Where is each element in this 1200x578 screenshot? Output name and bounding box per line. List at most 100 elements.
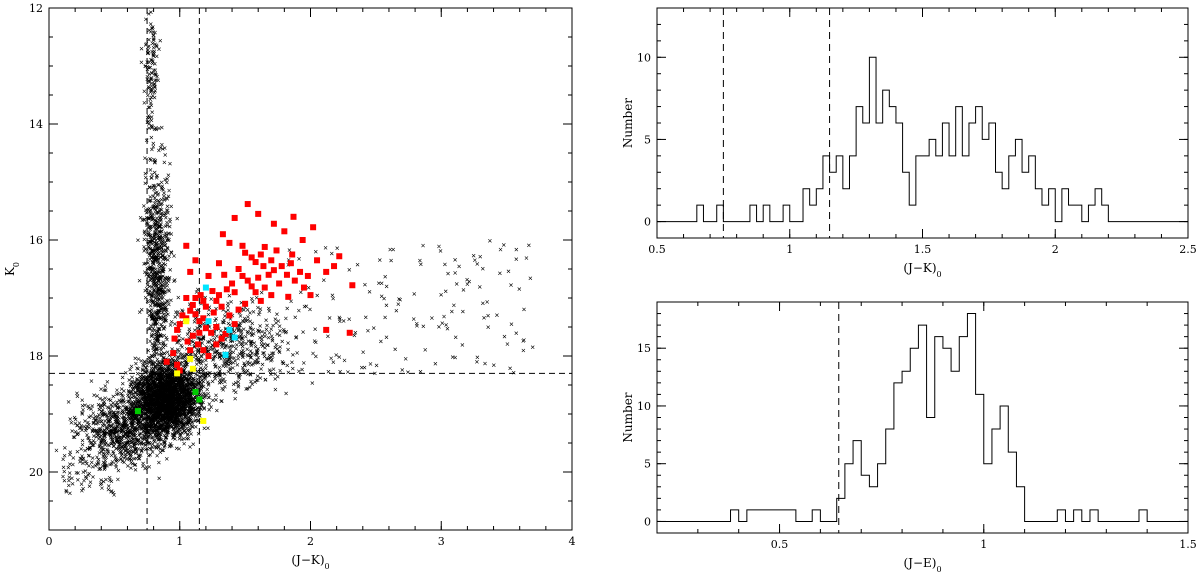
field-star xyxy=(273,377,278,381)
field-star xyxy=(264,318,268,323)
field-star xyxy=(263,331,267,335)
field-star xyxy=(79,482,84,486)
field-star xyxy=(330,293,335,298)
field-star xyxy=(180,308,184,313)
field-star xyxy=(223,384,227,389)
field-star xyxy=(148,101,153,105)
field-star xyxy=(54,448,59,453)
field-star xyxy=(139,60,144,65)
field-star xyxy=(176,310,180,314)
field-star xyxy=(383,315,387,320)
data-point xyxy=(268,257,275,264)
field-star xyxy=(61,465,66,470)
field-star xyxy=(76,431,81,435)
field-star xyxy=(165,428,170,433)
data-point xyxy=(349,282,356,289)
field-star xyxy=(514,247,519,252)
field-star xyxy=(308,307,312,312)
field-star xyxy=(297,369,301,374)
field-star xyxy=(142,237,147,242)
field-star xyxy=(522,307,526,312)
field-star xyxy=(445,326,450,331)
field-star xyxy=(363,315,368,320)
field-star xyxy=(61,474,65,479)
data-point xyxy=(290,213,297,220)
field-star xyxy=(81,486,85,491)
field-star xyxy=(136,238,140,243)
field-star xyxy=(62,478,67,483)
field-star xyxy=(206,395,211,400)
field-star xyxy=(115,388,119,392)
field-star xyxy=(461,309,465,314)
field-star xyxy=(342,358,347,363)
field-star xyxy=(368,362,373,366)
field-star xyxy=(396,302,401,306)
field-star xyxy=(126,399,130,404)
field-star xyxy=(278,368,282,373)
field-star xyxy=(112,493,116,497)
field-star xyxy=(148,195,153,199)
field-star xyxy=(374,363,379,368)
field-star xyxy=(273,345,278,350)
field-star xyxy=(185,422,190,426)
field-star xyxy=(384,284,389,289)
field-star xyxy=(223,314,227,318)
field-star xyxy=(359,365,364,370)
field-star xyxy=(147,37,151,42)
field-star xyxy=(253,344,258,349)
field-star xyxy=(444,323,448,327)
field-star xyxy=(155,453,159,458)
field-star xyxy=(204,358,208,363)
field-star xyxy=(68,462,72,466)
field-star xyxy=(245,347,250,352)
field-star xyxy=(148,382,153,387)
field-star xyxy=(154,54,159,59)
field-star xyxy=(70,429,75,433)
field-star xyxy=(182,441,186,446)
field-star xyxy=(419,262,423,267)
field-star xyxy=(453,258,457,262)
field-star xyxy=(509,283,513,287)
field-star xyxy=(138,215,143,220)
field-star xyxy=(157,476,161,481)
field-star xyxy=(108,478,112,483)
field-star xyxy=(379,339,383,344)
field-star xyxy=(157,47,161,52)
field-star xyxy=(245,329,250,334)
field-star xyxy=(147,60,151,65)
field-star xyxy=(465,282,470,286)
field-star xyxy=(287,248,292,252)
field-star xyxy=(75,449,80,454)
field-star xyxy=(150,172,154,177)
field-star xyxy=(162,191,166,195)
field-star xyxy=(79,447,83,451)
field-star xyxy=(152,170,157,175)
data-point xyxy=(278,263,285,270)
field-star xyxy=(170,356,175,361)
field-star xyxy=(135,371,140,376)
field-star xyxy=(384,335,389,340)
field-star xyxy=(334,353,339,357)
field-star xyxy=(63,445,67,450)
field-star xyxy=(267,330,272,335)
field-star xyxy=(151,59,155,64)
field-star xyxy=(142,248,147,253)
field-star xyxy=(383,274,388,279)
field-star xyxy=(168,442,173,446)
field-star xyxy=(393,347,397,352)
field-star xyxy=(83,403,87,408)
field-star xyxy=(481,301,485,306)
field-star xyxy=(352,333,357,338)
data-point xyxy=(244,201,251,208)
field-star xyxy=(103,384,108,388)
field-star xyxy=(475,355,480,360)
data-point xyxy=(304,272,311,279)
field-star xyxy=(107,443,111,448)
field-star xyxy=(353,330,358,335)
field-star xyxy=(161,448,166,453)
field-star xyxy=(265,323,269,328)
field-star xyxy=(150,110,154,115)
field-star xyxy=(133,379,137,384)
field-star xyxy=(271,367,276,371)
field-star xyxy=(182,428,187,433)
